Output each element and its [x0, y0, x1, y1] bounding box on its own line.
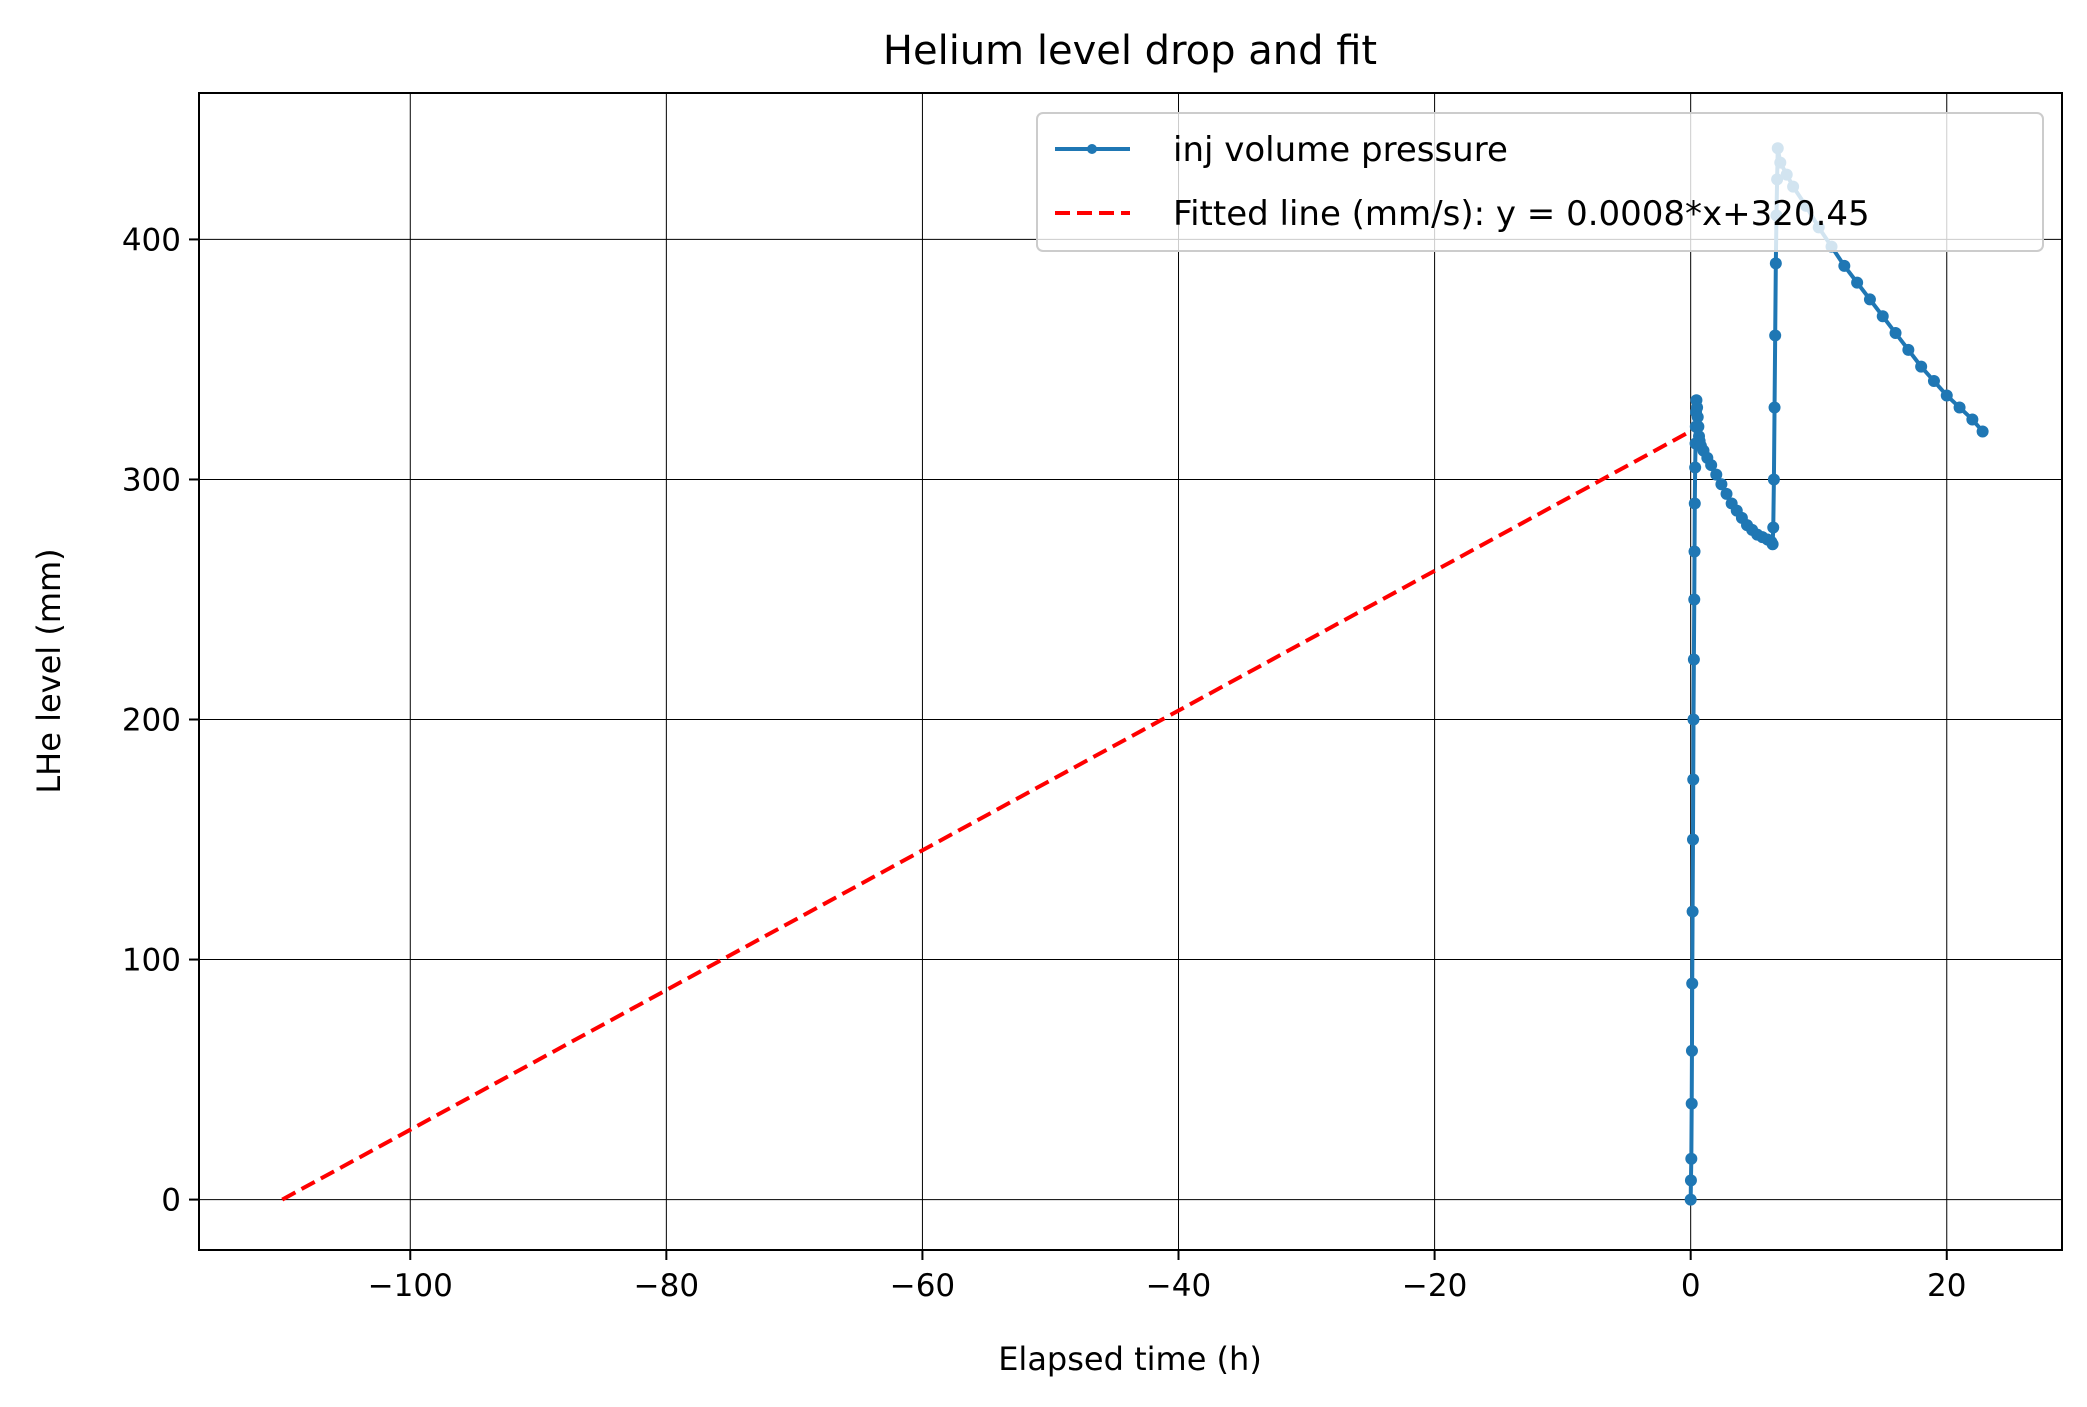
data-point — [1769, 257, 1782, 270]
data-point — [1769, 329, 1782, 342]
data-point — [1720, 487, 1733, 500]
data-point — [1710, 468, 1723, 481]
x-tick-label: 20 — [1927, 1268, 1966, 1304]
x-tick-label: 0 — [1681, 1268, 1701, 1304]
y-tick-label: 0 — [161, 1183, 181, 1219]
y-tick-label: 100 — [122, 943, 181, 979]
x-tick-label: −20 — [1402, 1268, 1467, 1304]
data-point — [1768, 401, 1781, 414]
data-point — [1915, 360, 1928, 373]
data-point — [1927, 375, 1940, 388]
x-tick-label: −80 — [634, 1268, 699, 1304]
data-point — [1685, 1044, 1698, 1057]
data-point — [1686, 905, 1699, 918]
data-point — [1863, 293, 1876, 306]
data-point — [1684, 1174, 1697, 1187]
y-tick-label: 400 — [122, 222, 181, 258]
data-point — [1687, 653, 1700, 666]
x-tick-label: −60 — [890, 1268, 955, 1304]
plot-area — [199, 93, 2062, 1250]
data-point — [1889, 327, 1902, 340]
y-axis: 0 100 200 300 400 — [122, 222, 199, 1219]
legend-label-fit: Fitted line (mm/s): y = 0.0008*x+320.45 — [1173, 194, 1870, 234]
data-point — [1976, 425, 1989, 438]
data-point — [1684, 1193, 1697, 1206]
y-tick-label: 200 — [122, 703, 181, 739]
plot-frame — [198, 92, 2063, 1251]
series-fit-line — [281, 427, 1696, 1202]
x-axis: −100 −80 −60 −40 −20 0 20 — [368, 1250, 1966, 1304]
data-point — [1767, 473, 1780, 486]
grid — [199, 93, 2062, 1250]
data-point — [1766, 538, 1779, 551]
legend-box — [1036, 112, 2044, 252]
data-point — [1692, 420, 1705, 433]
x-tick-label: −40 — [1146, 1268, 1211, 1304]
legend-marker-measured — [1087, 144, 1097, 154]
data-point — [1686, 977, 1699, 990]
x-axis-label: Elapsed time (h) — [998, 1340, 1262, 1378]
data-point — [1686, 833, 1699, 846]
data-point — [1691, 411, 1704, 424]
series-layer — [281, 142, 1989, 1206]
x-tick-label: −100 — [368, 1268, 453, 1304]
legend-label-measured: inj volume pressure — [1173, 130, 1508, 170]
data-point — [1838, 259, 1851, 272]
data-point — [1689, 461, 1702, 474]
data-point — [1685, 1152, 1698, 1165]
data-point — [1851, 276, 1864, 289]
data-point — [1688, 497, 1701, 510]
data-point — [1691, 401, 1704, 414]
y-axis-label: LHe level (mm) — [30, 548, 68, 793]
data-point — [1687, 773, 1700, 786]
data-point — [1767, 521, 1780, 534]
legend: inj volume pressure Fitted line (mm/s): … — [1036, 112, 2044, 252]
data-point — [1705, 459, 1718, 472]
data-point — [1966, 413, 1979, 426]
y-tick-label: 300 — [122, 462, 181, 498]
data-point — [1902, 343, 1915, 356]
data-point — [1940, 389, 1953, 402]
data-point — [1687, 713, 1700, 726]
data-point — [1953, 401, 1966, 414]
data-point — [1876, 310, 1889, 323]
data-point — [1715, 478, 1728, 491]
data-point — [1688, 545, 1701, 558]
data-point — [1685, 1097, 1698, 1110]
chart-title: Helium level drop and fit — [883, 28, 1377, 74]
data-point — [1688, 593, 1701, 606]
